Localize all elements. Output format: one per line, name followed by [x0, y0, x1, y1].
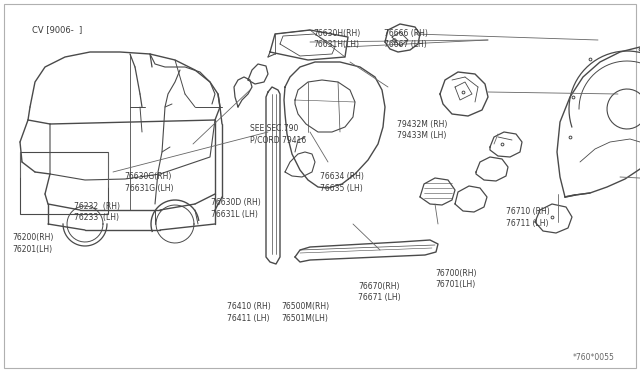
Text: CV [9006-  ]: CV [9006- ] — [32, 25, 83, 34]
Text: 76700(RH)
76701(LH): 76700(RH) 76701(LH) — [435, 269, 477, 289]
Bar — [20, 152, 108, 214]
Text: SEE SEC.790
P/CORD 79416: SEE SEC.790 P/CORD 79416 — [250, 124, 306, 144]
Text: 76630D (RH)
76631L (LH): 76630D (RH) 76631L (LH) — [211, 198, 261, 218]
Text: 76634 (RH)
76635 (LH): 76634 (RH) 76635 (LH) — [320, 172, 364, 192]
Text: 76410 (RH)
76411 (LH): 76410 (RH) 76411 (LH) — [227, 302, 271, 323]
Text: 76232  (RH)
76233  (LH): 76232 (RH) 76233 (LH) — [74, 202, 120, 222]
Text: *760*0055: *760*0055 — [573, 353, 614, 362]
Text: 76630H(RH)
76631H(LH): 76630H(RH) 76631H(LH) — [314, 29, 361, 49]
Text: 76670(RH)
76671 (LH): 76670(RH) 76671 (LH) — [358, 282, 401, 302]
Text: 76630G(RH)
76631G (LH): 76630G(RH) 76631G (LH) — [125, 172, 173, 192]
Text: 76666 (RH)
76667 (LH): 76666 (RH) 76667 (LH) — [384, 29, 428, 49]
Text: 76710 (RH)
76711 (LH): 76710 (RH) 76711 (LH) — [506, 208, 549, 228]
Text: 76200(RH)
76201(LH): 76200(RH) 76201(LH) — [13, 234, 54, 254]
Text: 76500M(RH)
76501M(LH): 76500M(RH) 76501M(LH) — [282, 302, 330, 323]
Text: 79432M (RH)
79433M (LH): 79432M (RH) 79433M (LH) — [397, 120, 447, 140]
